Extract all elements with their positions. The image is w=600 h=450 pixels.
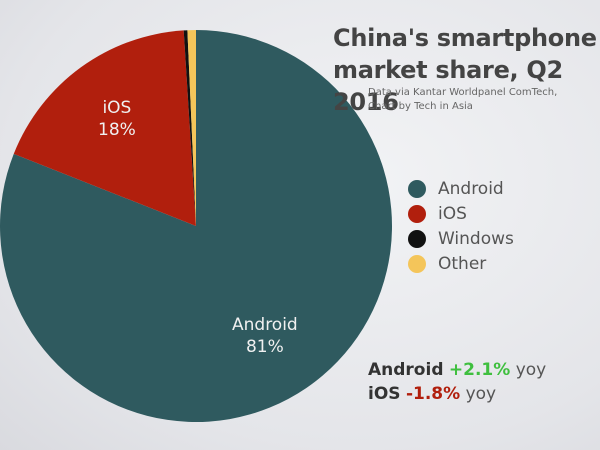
pie-slice-other xyxy=(187,30,196,226)
pie-slice-android xyxy=(0,30,392,422)
yoy-change: +2.1% xyxy=(448,360,511,380)
yoy-ios: iOS -1.8% yoy xyxy=(368,382,546,406)
yoy-android: Android +2.1% yoy xyxy=(368,358,546,382)
android-label-value: 81% xyxy=(245,337,284,357)
legend-swatch xyxy=(408,179,426,198)
yoy-change: -1.8% xyxy=(405,384,461,404)
yoy-name: iOS xyxy=(368,384,401,404)
legend-label: Windows xyxy=(438,228,514,249)
ios-label-value: 18% xyxy=(98,120,136,140)
legend-label: Other xyxy=(438,253,487,274)
source-line-2: Chart by Tech in Asia xyxy=(368,101,473,112)
pie-slice-windows xyxy=(183,30,196,226)
source-line-1: Data via Kantar Worldpanel ComTech, xyxy=(368,87,558,98)
legend-item-ios: iOS xyxy=(408,201,514,226)
android-slice-label: Android 81% xyxy=(232,314,298,358)
legend-item-windows: Windows xyxy=(408,226,514,251)
chart-source: Data via Kantar Worldpanel ComTech, Char… xyxy=(368,86,557,114)
android-label-name: Android xyxy=(232,315,298,335)
legend-label: iOS xyxy=(438,203,467,224)
pie-slice-ios xyxy=(13,30,196,226)
chart-title: China's smartphone market share, Q2 2016 xyxy=(333,24,597,116)
legend-item-other: Other xyxy=(408,251,514,276)
legend-label: Android xyxy=(438,178,504,199)
ios-slice-label: iOS 18% xyxy=(98,97,136,141)
yoy-unit: yoy xyxy=(515,360,547,380)
legend: Android iOS Windows Other xyxy=(408,176,514,276)
yoy-name: Android xyxy=(368,360,444,380)
legend-item-android: Android xyxy=(408,176,514,201)
yoy-unit: yoy xyxy=(465,384,497,404)
legend-swatch xyxy=(408,229,426,248)
ios-label-name: iOS xyxy=(102,98,132,118)
yoy-annotations: Android +2.1% yoy iOS -1.8% yoy xyxy=(368,358,546,406)
legend-swatch xyxy=(408,254,426,273)
legend-swatch xyxy=(408,204,426,223)
